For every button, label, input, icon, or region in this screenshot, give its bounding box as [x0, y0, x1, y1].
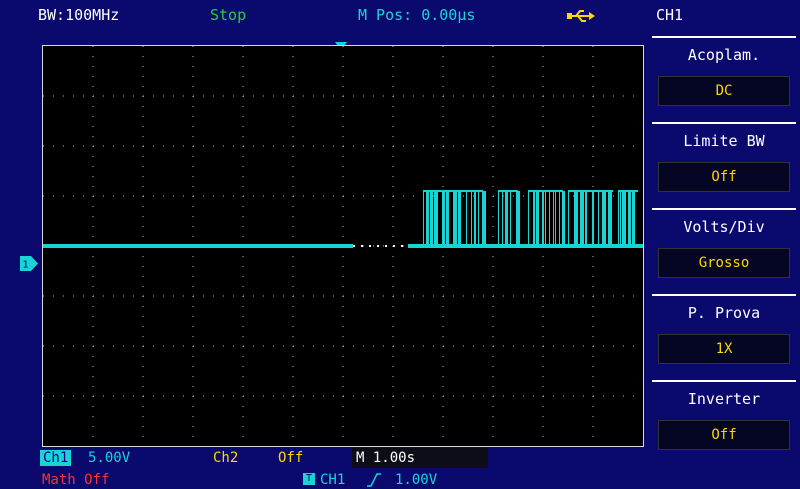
menu-item-label: P. Prova	[687, 304, 761, 322]
waveform-pulse	[602, 191, 606, 246]
waveform-pulse	[555, 191, 556, 246]
waveform-display	[42, 45, 644, 447]
timebase-readout: M 1.00s	[356, 450, 416, 466]
trigger-source-readout: CH1	[320, 472, 346, 488]
waveform-pulse	[533, 191, 535, 246]
waveform-pulse	[622, 191, 626, 246]
channel-menu: CH1 Acoplam. DC Limite BW Off Volts/Div …	[648, 0, 800, 489]
waveform-pulse	[620, 191, 621, 246]
ch1-ground-marker-icon: 1	[20, 256, 38, 271]
waveform-pulse	[446, 191, 449, 246]
waveform-pulse-top	[498, 190, 518, 192]
ch1-volts-div-readout: 5.00V	[88, 450, 131, 466]
waveform-pulse	[618, 191, 619, 246]
waveform-pulse-top	[568, 190, 613, 192]
waveform-pulse	[510, 191, 511, 246]
waveform-pulse	[568, 191, 569, 246]
menu-title: CH1	[656, 6, 684, 24]
menu-item-invert[interactable]: Inverter Off	[652, 380, 796, 464]
timebase-box	[352, 448, 488, 468]
menu-item-label: Acoplam.	[687, 46, 761, 64]
waveform-pulse	[430, 191, 433, 246]
menu-item-value: Off	[658, 162, 790, 192]
waveform-pulse	[580, 191, 584, 246]
waveform-pulse	[434, 191, 438, 246]
waveform-pulse	[574, 191, 578, 246]
ch2-label[interactable]: Ch2	[213, 450, 239, 466]
menu-item-bandwidth-limit[interactable]: Limite BW Off	[652, 122, 796, 206]
waveform-pulse-top	[618, 190, 638, 192]
waveform-pulse	[632, 191, 635, 246]
waveform-pulse	[482, 191, 486, 246]
svg-text:1: 1	[22, 260, 28, 271]
waveform-pulse	[536, 191, 539, 246]
menu-item-value: Grosso	[658, 248, 790, 278]
waveform-pulse-top	[528, 190, 563, 192]
waveform-pulse	[542, 191, 544, 246]
waveform-pulse	[426, 191, 429, 246]
waveform-pulse	[505, 191, 508, 246]
waveform-pulse	[474, 191, 476, 246]
waveform-pulse	[453, 191, 457, 246]
waveform-pulse	[628, 191, 631, 246]
trigger-icon-letter: T	[305, 473, 313, 484]
waveform-pulse	[466, 191, 467, 246]
waveform-pulse	[553, 191, 554, 246]
waveform-pulse	[545, 191, 546, 246]
menu-item-value: DC	[658, 76, 790, 106]
menu-item-label: Inverter	[687, 390, 761, 408]
waveform-pulse	[458, 191, 461, 246]
menu-item-coupling[interactable]: Acoplam. DC	[652, 36, 796, 120]
menu-item-volts-div[interactable]: Volts/Div Grosso	[652, 208, 796, 292]
waveform-pulse	[562, 191, 565, 246]
run-state-readout: Stop	[210, 6, 247, 24]
waveform-pulse	[608, 191, 612, 246]
rising-edge-icon	[367, 473, 381, 487]
waveform-trace	[408, 244, 643, 248]
waveform-pulse	[528, 191, 529, 246]
math-status: Math Off	[42, 472, 110, 488]
trigger-icon: T	[303, 473, 315, 485]
trigger-level-readout: 1.00V	[395, 472, 438, 488]
status-bar: BW:100MHz Stop M Pos: 0.00µs	[0, 0, 648, 36]
ch1-badge[interactable]: Ch1	[40, 450, 72, 466]
waveform-pulse	[585, 191, 587, 246]
waveform-pulse	[471, 191, 472, 246]
menu-item-label: Limite BW	[683, 132, 765, 150]
menu-item-label: Volts/Div	[683, 218, 765, 236]
waveform-pulse	[559, 191, 560, 246]
menu-item-value: 1X	[658, 334, 790, 364]
usb-icon	[567, 10, 595, 22]
waveform-pulse	[592, 191, 594, 246]
waveform-pulse	[502, 191, 503, 246]
bandwidth-readout: BW:100MHz	[38, 6, 120, 24]
ch2-state-readout: Off	[278, 450, 304, 466]
waveform-pulse-top	[423, 190, 483, 192]
waveform-graticule	[43, 46, 643, 446]
menu-item-probe[interactable]: P. Prova 1X	[652, 294, 796, 378]
waveform-trace	[43, 244, 353, 248]
waveform-pulse	[549, 191, 550, 246]
waveform-pulse	[423, 191, 424, 246]
waveform-pulse	[442, 191, 445, 246]
waveform-pulse	[478, 191, 479, 246]
waveform-pulse	[598, 191, 599, 246]
horizontal-position-readout: M Pos: 0.00µs	[358, 6, 476, 24]
menu-item-value: Off	[658, 420, 790, 450]
waveform-pulse	[498, 191, 499, 246]
waveform-pulse	[516, 191, 520, 246]
